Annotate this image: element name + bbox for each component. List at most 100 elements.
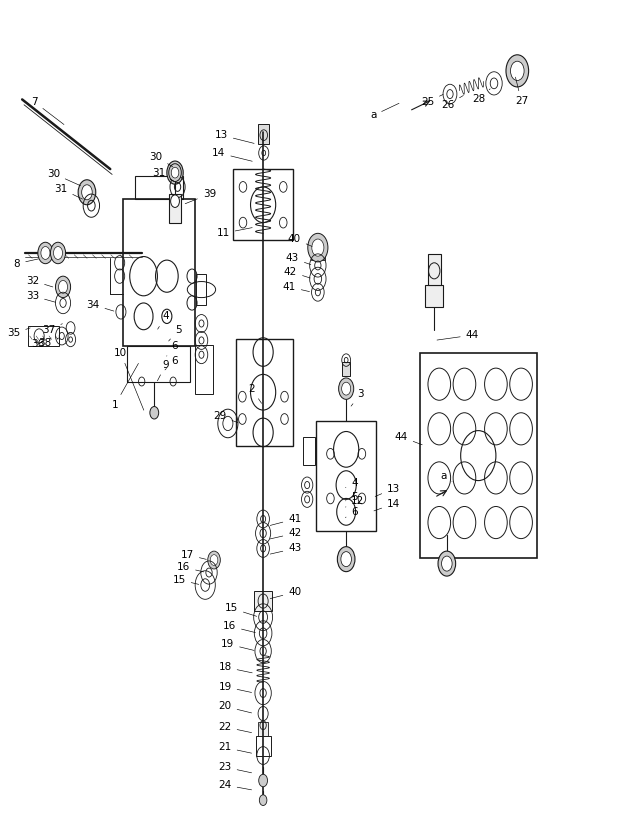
Text: 19: 19 xyxy=(218,682,252,692)
Text: 6: 6 xyxy=(167,341,178,356)
Text: 43: 43 xyxy=(286,253,311,265)
Circle shape xyxy=(171,195,180,208)
Text: 40: 40 xyxy=(270,587,301,598)
Bar xyxy=(236,339,293,446)
Circle shape xyxy=(150,406,159,419)
Circle shape xyxy=(208,551,220,569)
Text: 26: 26 xyxy=(441,96,464,110)
Text: 24: 24 xyxy=(218,780,252,790)
Text: 1: 1 xyxy=(112,364,139,410)
Text: 30: 30 xyxy=(47,168,81,186)
Text: 44: 44 xyxy=(437,330,479,340)
Circle shape xyxy=(337,546,355,572)
Text: 35: 35 xyxy=(7,328,30,339)
Text: 6: 6 xyxy=(165,356,178,370)
Bar xyxy=(258,722,268,737)
Text: 40: 40 xyxy=(288,234,312,246)
Text: 20: 20 xyxy=(218,701,252,713)
Text: 2: 2 xyxy=(248,384,261,403)
Text: 17: 17 xyxy=(180,550,206,560)
Text: 14: 14 xyxy=(374,499,401,511)
Circle shape xyxy=(211,555,218,566)
Text: 10: 10 xyxy=(114,348,144,410)
Text: 4: 4 xyxy=(345,478,358,489)
Bar xyxy=(123,199,195,346)
Text: 36: 36 xyxy=(31,338,51,349)
Bar xyxy=(311,251,325,260)
Text: 16: 16 xyxy=(177,562,204,572)
Bar xyxy=(233,169,293,241)
Text: 42: 42 xyxy=(270,528,302,539)
Circle shape xyxy=(82,184,92,199)
Circle shape xyxy=(53,246,62,260)
Circle shape xyxy=(55,277,71,297)
Text: 27: 27 xyxy=(515,77,528,106)
Text: 33: 33 xyxy=(26,291,55,303)
Text: 28: 28 xyxy=(473,89,490,105)
Circle shape xyxy=(442,556,452,572)
Circle shape xyxy=(170,166,180,179)
Circle shape xyxy=(169,163,181,182)
Bar xyxy=(316,421,376,531)
Text: 19: 19 xyxy=(221,639,254,650)
Circle shape xyxy=(510,61,524,80)
Text: 5: 5 xyxy=(345,492,358,502)
Circle shape xyxy=(342,382,351,395)
Circle shape xyxy=(38,242,53,264)
Circle shape xyxy=(51,242,65,264)
Bar xyxy=(256,736,271,756)
Text: 32: 32 xyxy=(26,276,53,287)
Text: 6: 6 xyxy=(345,507,358,518)
Text: 18: 18 xyxy=(218,662,252,673)
Bar xyxy=(196,274,207,305)
Text: 15: 15 xyxy=(173,575,199,585)
Text: 29: 29 xyxy=(213,411,238,422)
Text: 41: 41 xyxy=(282,282,309,292)
Bar xyxy=(28,326,58,346)
Text: 16: 16 xyxy=(223,621,256,633)
Text: 42: 42 xyxy=(284,266,310,278)
Circle shape xyxy=(171,168,179,178)
Bar xyxy=(195,345,213,394)
Text: 9: 9 xyxy=(157,360,169,380)
Text: 11: 11 xyxy=(216,228,252,238)
Text: 31: 31 xyxy=(152,168,174,181)
Circle shape xyxy=(259,794,267,805)
Text: 4: 4 xyxy=(158,312,169,329)
Text: 43: 43 xyxy=(270,543,302,554)
Text: 12: 12 xyxy=(345,496,365,507)
Text: 41: 41 xyxy=(270,514,302,525)
Text: 7: 7 xyxy=(31,97,64,125)
Circle shape xyxy=(338,378,354,400)
Text: 5: 5 xyxy=(169,325,182,341)
Text: 3: 3 xyxy=(351,389,364,406)
Text: 21: 21 xyxy=(218,742,252,753)
Circle shape xyxy=(308,233,328,262)
Circle shape xyxy=(259,774,268,787)
Circle shape xyxy=(78,180,96,204)
Circle shape xyxy=(341,551,351,566)
Circle shape xyxy=(167,161,183,184)
Circle shape xyxy=(506,54,528,87)
Text: 25: 25 xyxy=(421,95,443,107)
Text: 34: 34 xyxy=(86,300,114,311)
Text: 22: 22 xyxy=(218,722,252,732)
Circle shape xyxy=(58,281,67,293)
Text: 23: 23 xyxy=(218,762,252,773)
Bar xyxy=(426,285,443,308)
Text: 14: 14 xyxy=(212,148,252,161)
Bar xyxy=(169,194,181,223)
Text: 13: 13 xyxy=(214,130,254,143)
Bar xyxy=(254,592,272,611)
Bar xyxy=(428,254,440,285)
Bar xyxy=(304,437,315,465)
Text: a: a xyxy=(440,471,452,482)
Text: 31: 31 xyxy=(54,184,83,199)
Text: a: a xyxy=(370,103,399,121)
Text: 37: 37 xyxy=(42,323,62,334)
Text: 44: 44 xyxy=(395,432,422,445)
Bar xyxy=(135,176,182,199)
Bar xyxy=(421,353,537,558)
Bar xyxy=(342,362,350,376)
Circle shape xyxy=(312,239,324,256)
